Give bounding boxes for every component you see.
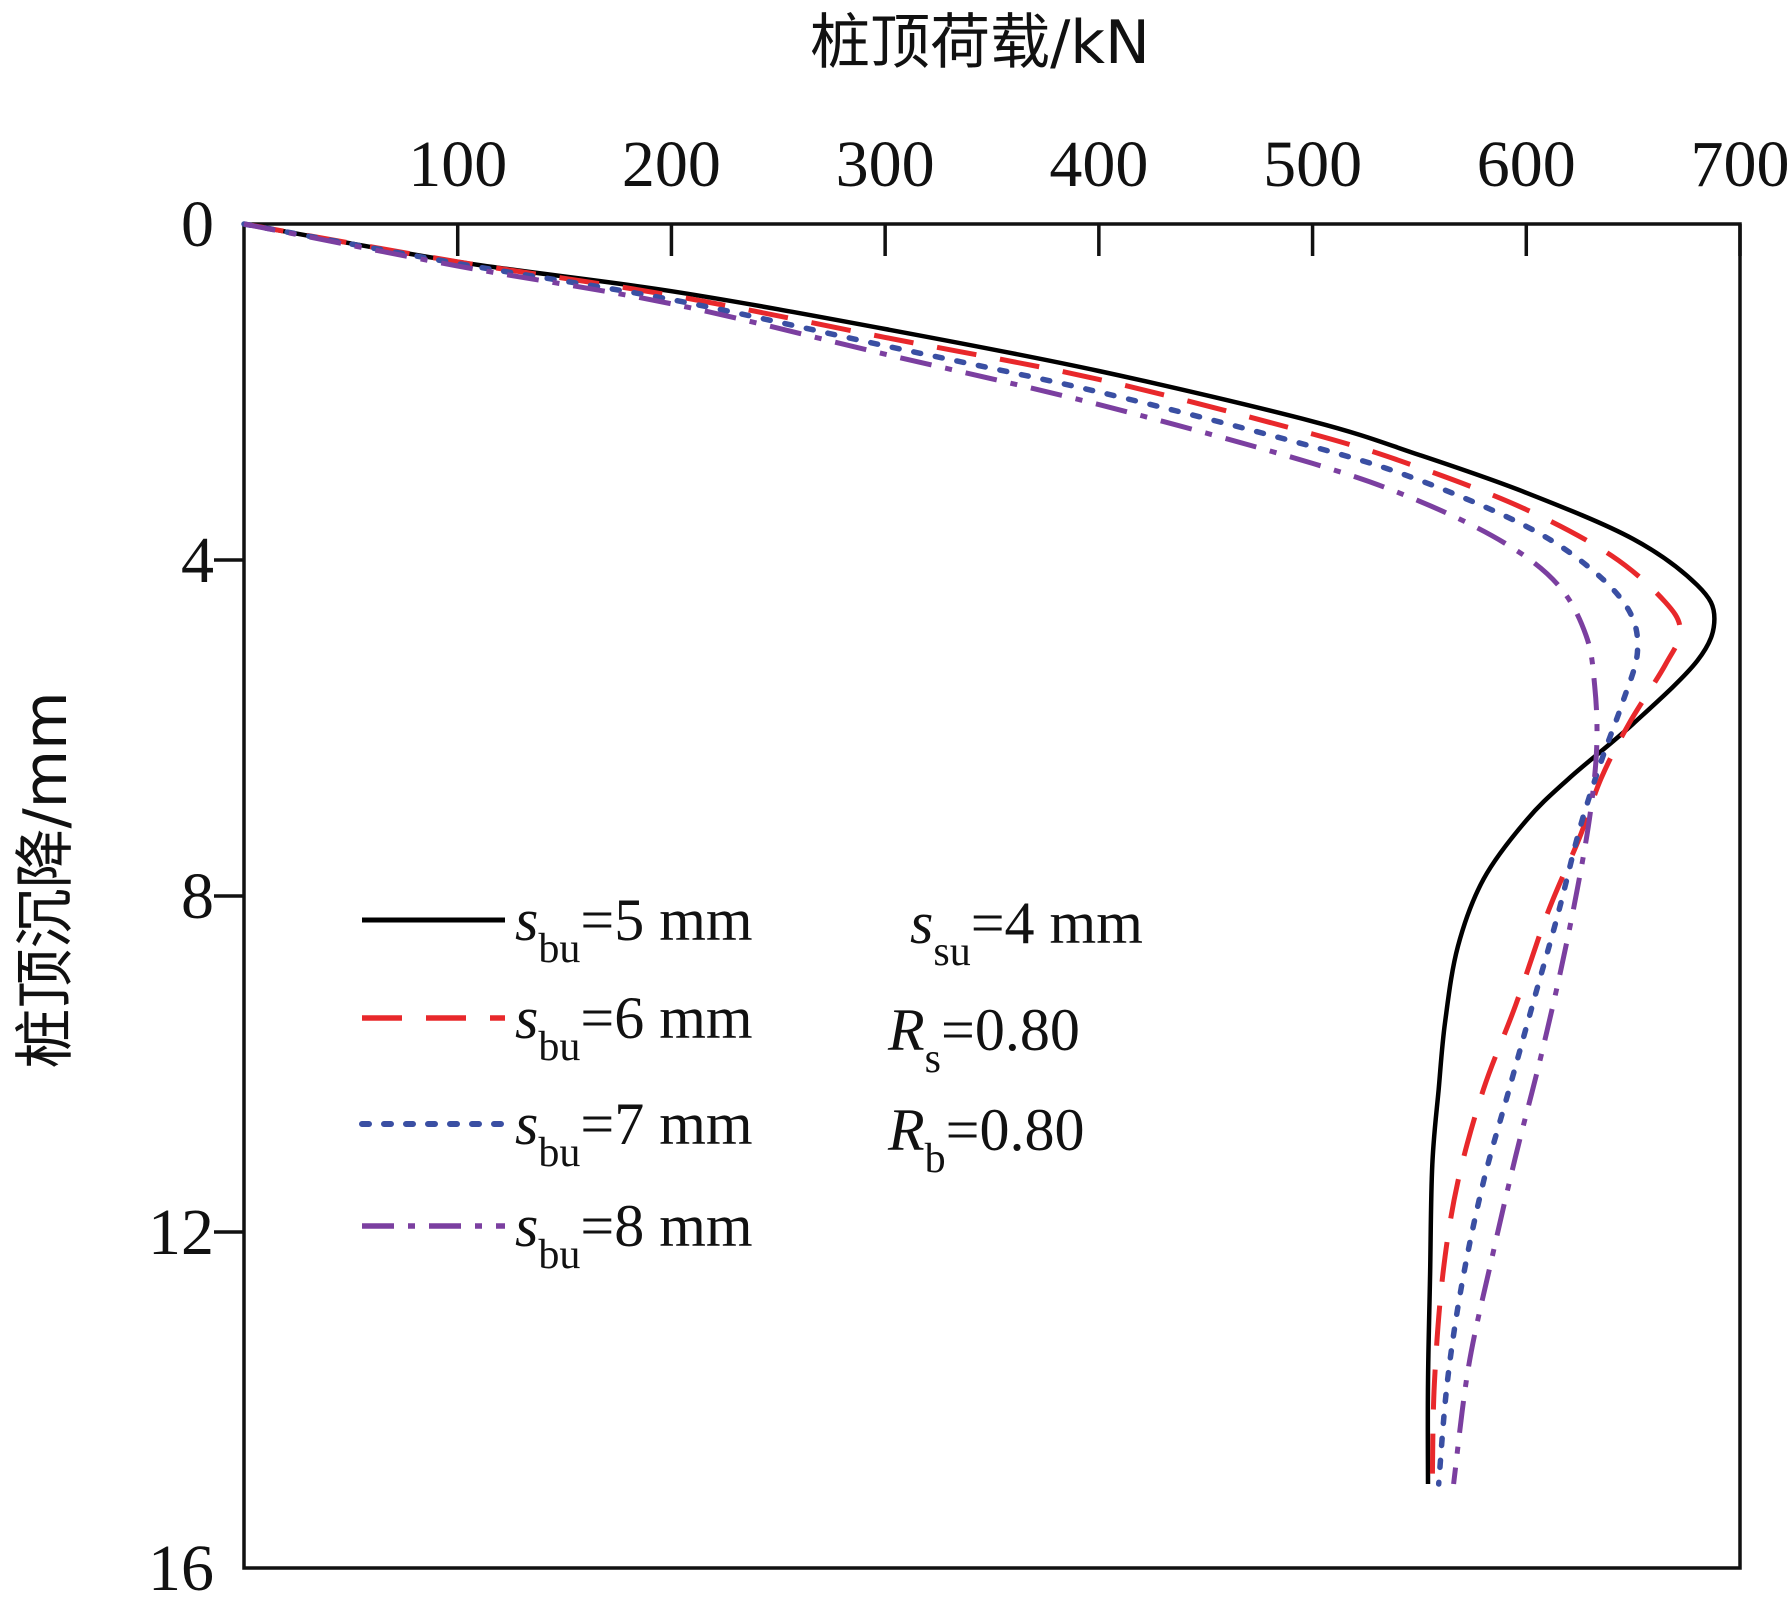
y-tick-label-8: 8 — [181, 860, 214, 933]
x-tick-label-400: 400 — [1049, 128, 1148, 201]
series-line-4 — [243, 221, 1600, 1485]
plot-area: 100 200 300 400 500 600 700 0 4 8 12 16 — [148, 128, 1790, 1599]
x-tick-label-100: 100 — [408, 128, 507, 201]
x-tick-label-600: 600 — [1477, 128, 1576, 201]
x-tick-label-700: 700 — [1691, 128, 1790, 201]
series-line-1 — [243, 221, 1717, 1485]
y-tick-label-0: 0 — [181, 188, 214, 261]
y-tick-label-16: 16 — [148, 1532, 214, 1599]
x-tick-label-500: 500 — [1263, 128, 1362, 201]
y-axis-title: 桩顶沉降/mm — [11, 691, 81, 1068]
legend-label-1: sbu=5 mm — [515, 887, 753, 972]
x-tick-label-300: 300 — [836, 128, 935, 201]
legend: sbu=5 mm sbu=6 mm sbu=7 mm sbu=8 mm — [359, 887, 753, 1278]
x-axis-title: 桩顶荷载/kN — [810, 8, 1150, 78]
legend-label-2: sbu=6 mm — [515, 985, 753, 1070]
y-tick-label-4: 4 — [181, 524, 214, 597]
x-tick-label-200: 200 — [622, 128, 721, 201]
y-tick-label-12: 12 — [148, 1196, 214, 1269]
series-line-2 — [243, 221, 1683, 1485]
annotation-2: Rs=0.80 — [887, 997, 1080, 1082]
series-line-3 — [241, 221, 1641, 1487]
annotations: ssu=4 mm Rs=0.80 Rb=0.80 — [887, 890, 1143, 1182]
legend-label-3: sbu=7 mm — [515, 1091, 753, 1176]
annotation-3: Rb=0.80 — [887, 1097, 1085, 1182]
annotation-1: ssu=4 mm — [910, 890, 1143, 975]
legend-label-4: sbu=8 mm — [515, 1193, 753, 1278]
